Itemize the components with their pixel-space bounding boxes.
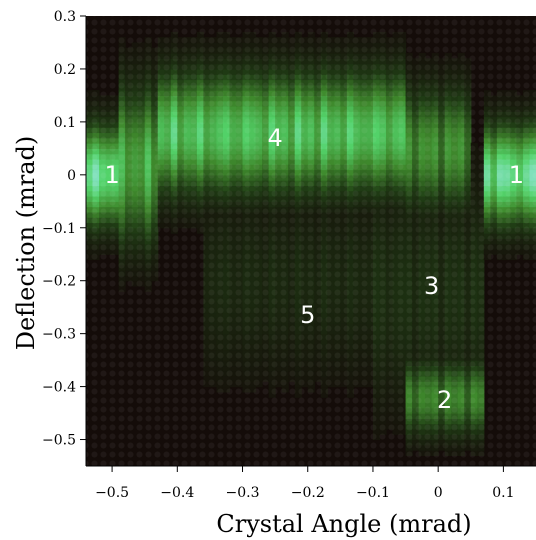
region-label: 1 (509, 161, 524, 189)
y-tick-label: −0.5 (42, 433, 76, 449)
y-tick-label: 0.2 (54, 62, 76, 78)
y-tick-label: −0.3 (42, 327, 76, 343)
x-axis-title: Crystal Angle (mrad) (216, 510, 471, 538)
x-tick-label: −0.1 (356, 485, 390, 501)
region-label: 2 (437, 386, 452, 414)
x-tick-label: 0.1 (492, 485, 514, 501)
y-tick-label: 0 (67, 168, 76, 184)
x-tick-label: −0.2 (291, 485, 325, 501)
region-label: 4 (267, 124, 282, 152)
x-tick-label: −0.3 (226, 485, 260, 501)
x-tick-label: −0.5 (95, 485, 129, 501)
x-tick-label: 0 (434, 485, 443, 501)
y-tick-label: −0.1 (42, 221, 76, 237)
x-tick-label: −0.4 (160, 485, 194, 501)
y-tick-label: 0.3 (54, 9, 76, 25)
region-label: 5 (300, 301, 315, 329)
y-axis-title: Deflection (mrad) (12, 136, 40, 351)
y-tick-label: −0.2 (42, 274, 76, 290)
region-labels: 1 1 4 3 5 2 (104, 124, 524, 414)
y-ticks: 0.3 0.2 0.1 0 −0.1 −0.2 −0.3 −0.4 −0.5 (42, 9, 86, 449)
speckle-overlay (86, 16, 536, 466)
region-label: 1 (104, 161, 119, 189)
y-tick-label: −0.4 (42, 380, 76, 396)
x-ticks: −0.5 −0.4 −0.3 −0.2 −0.1 0 0.1 (95, 466, 515, 501)
y-tick-label: 0.1 (54, 115, 76, 131)
plot-area: 1 1 4 3 5 2 (86, 16, 536, 466)
axes: −0.5 −0.4 −0.3 −0.2 −0.1 0 0.1 0.30.20.10−0.1−… (42, 9, 536, 501)
region-label: 3 (424, 272, 439, 300)
